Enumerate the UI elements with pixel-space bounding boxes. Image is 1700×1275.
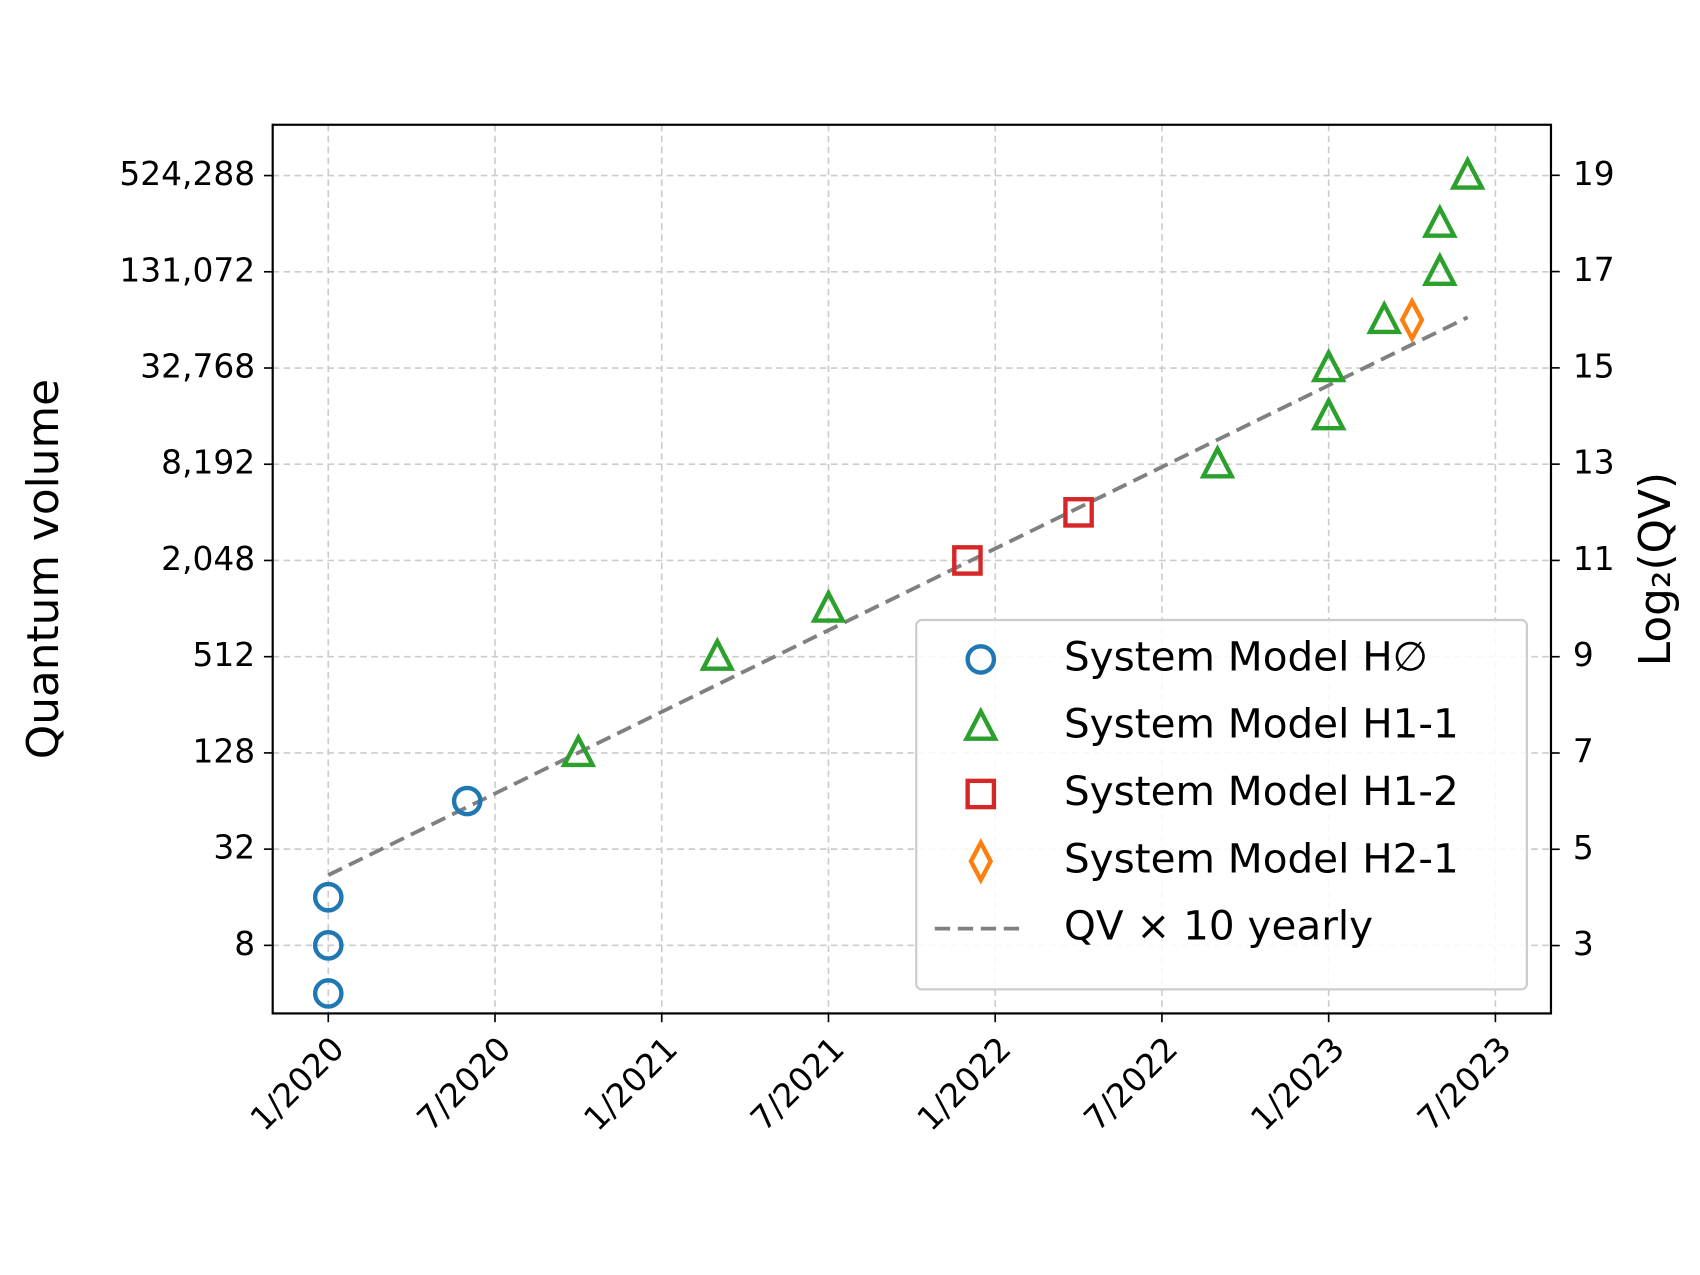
marker-circle [965, 644, 997, 675]
y-tick-label: 32 [213, 829, 255, 867]
y2-tick-label: 11 [1573, 540, 1615, 578]
marker-triangle [1199, 444, 1236, 479]
marker-triangle [1421, 251, 1458, 287]
legend: System Model H∅ System Model H1-1 System M… [915, 618, 1528, 991]
y-axis-label: Quantum volume [18, 379, 69, 759]
marker-triangle [1449, 155, 1486, 190]
y2-axis-label: Log₂(QV) [1630, 472, 1681, 666]
marker-square [965, 778, 997, 810]
marker-diamond [1399, 296, 1425, 344]
y-tick-label: 32,768 [140, 348, 255, 386]
x-tick-label: 7/2022 [1077, 1030, 1186, 1139]
marker-triangle [1421, 203, 1458, 238]
legend-label: System Model H2-1 [1064, 834, 1459, 882]
y2-tick-label: 19 [1573, 155, 1615, 193]
y2-tick-label: 17 [1573, 251, 1615, 289]
y2-tick-label: 9 [1573, 636, 1594, 674]
legend-label: System Model H∅ [1064, 632, 1428, 680]
plot-frame [271, 123, 1553, 1015]
marker-square [952, 545, 983, 576]
marker-triangle [1366, 299, 1403, 335]
marker-triangle [962, 706, 999, 741]
y-tick-label: 131,072 [119, 251, 255, 289]
y-tick-label: 512 [193, 636, 256, 674]
legend-label: System Model H1-1 [1064, 700, 1459, 748]
marker-diamond [968, 838, 994, 885]
marker-circle [312, 930, 344, 961]
x-tick-label: 1/2020 [243, 1030, 352, 1139]
y-tick-label: 128 [193, 732, 256, 770]
trend-line [327, 315, 1469, 877]
x-tick-label: 7/2020 [410, 1030, 519, 1139]
legend-label: System Model H1-2 [1064, 767, 1459, 815]
y-tick-label: 2,048 [161, 540, 255, 578]
y2-tick-label: 7 [1573, 732, 1594, 770]
x-tick-label: 7/2021 [743, 1030, 852, 1139]
x-tick-label: 1/2023 [1243, 1030, 1352, 1139]
marker-triangle [810, 588, 847, 623]
legend-label: QV × 10 yearly [1064, 902, 1373, 950]
legend-box [915, 618, 1528, 991]
marker-circle [451, 785, 483, 817]
y-tick-label: 8 [234, 925, 255, 963]
x-tick-label: 1/2021 [577, 1030, 686, 1139]
marker-circle [312, 978, 344, 1009]
marker-triangle [699, 636, 736, 671]
y2-tick-label: 15 [1573, 347, 1615, 385]
x-tick-label: 7/2023 [1410, 1030, 1519, 1139]
y2-tick-label: 3 [1573, 925, 1594, 963]
marker-triangle [1310, 347, 1347, 383]
marker-triangle [560, 732, 597, 768]
y-tick-label: 8,192 [161, 444, 255, 482]
marker-triangle [1310, 396, 1347, 431]
marker-square [1063, 497, 1094, 528]
y-tick-label: 524,288 [119, 155, 255, 193]
x-tick-label: 1/2022 [910, 1030, 1019, 1139]
marker-circle [312, 881, 344, 913]
y2-tick-label: 5 [1573, 829, 1594, 867]
y2-tick-label: 13 [1573, 444, 1615, 482]
